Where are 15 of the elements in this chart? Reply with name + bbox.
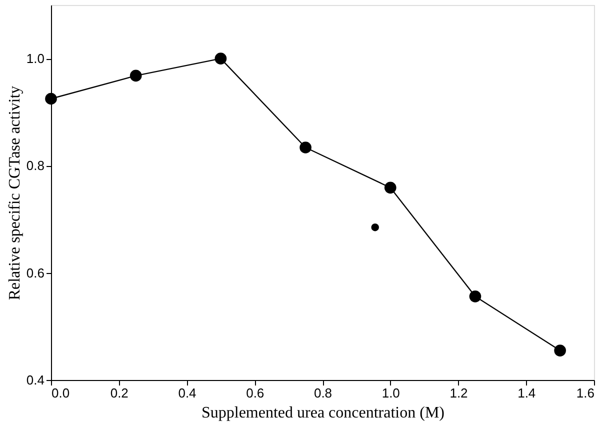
x-tick-label: 1.4 [518,386,536,400]
x-tick-label: 1.6 [576,386,594,400]
y-tick-label: 0.6 [26,265,44,280]
x-axis-title: Supplemented urea concentration (M) [201,404,445,422]
y-tick-label: 0.8 [26,158,44,174]
x-tick-label: 0.6 [246,386,264,400]
x-tick-label: 0.4 [178,386,196,400]
y-tick-label: 0.4 [26,372,44,388]
x-tick-label: 0.8 [314,386,332,400]
x-tick-label: 0.0 [52,386,70,400]
y-tick-label: 1.0 [26,51,44,66]
x-tick-label: 1.0 [382,386,400,400]
x-tick-label: 0.2 [110,386,128,400]
y-axis-title: Relative specific CGTase activity [6,86,24,300]
x-tick-label: 1.2 [450,386,468,400]
